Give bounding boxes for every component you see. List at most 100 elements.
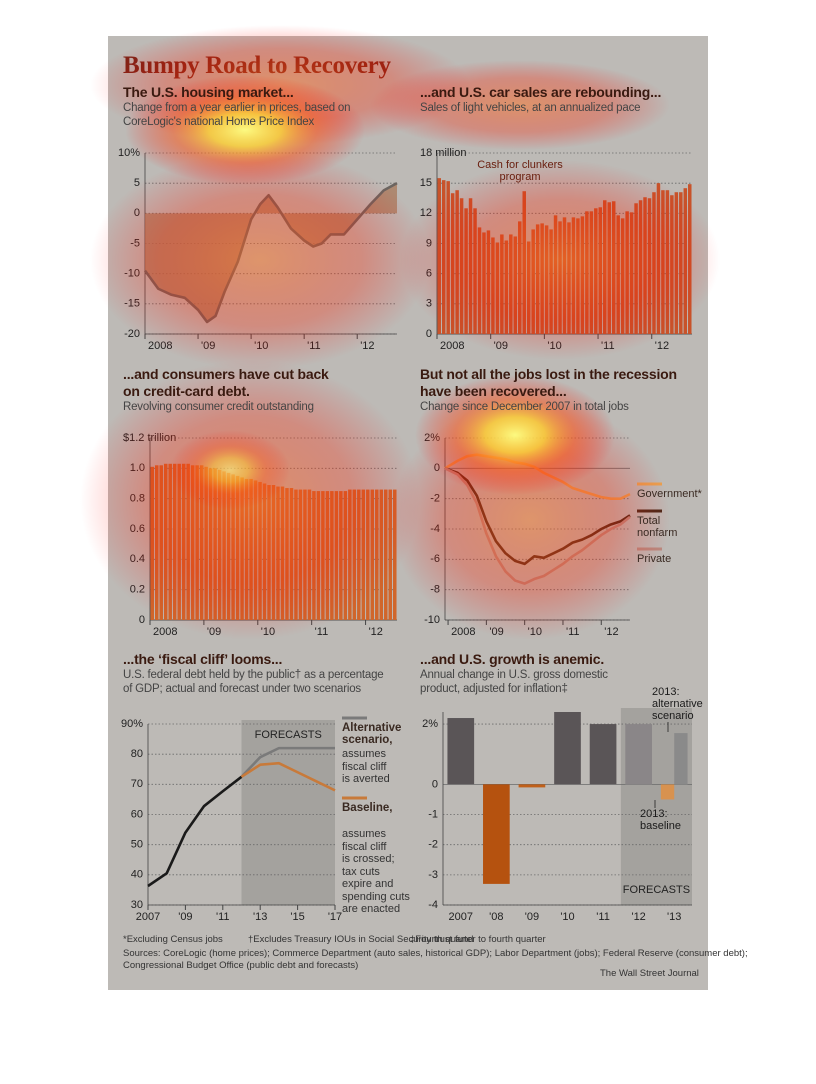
y-tick-label: -5 [130,237,140,249]
footnote: †Excludes Treasury IOUs in Social Securi… [248,934,474,945]
x-tick-label: '10 [254,340,268,352]
bar [629,212,634,334]
bar [625,724,652,785]
chart-subtitle: U.S. federal debt held by the public† as… [123,669,384,681]
chart-title: The U.S. housing market... [123,84,294,100]
bar [522,191,526,334]
bar [154,465,159,620]
y-tick-label: 30 [131,899,143,911]
footnote: *Excluding Census jobs [123,934,223,945]
bar [580,216,585,334]
bar [190,465,195,620]
x-tick-label: '17 [328,911,342,923]
chart-title: ...the ‘fiscal cliff’ looms... [123,651,283,667]
bar [464,208,468,334]
line [147,775,243,888]
bar [177,463,181,620]
bar [226,472,231,620]
legend-label: Total nonfarm [637,515,678,539]
chart-title: ...and U.S. car sales are rebounding... [420,84,662,100]
bar [660,784,675,800]
y-tick-label: 50 [131,839,143,851]
bar [384,489,388,620]
bar [325,491,330,620]
x-tick-label: '12 [655,340,669,352]
bar [334,491,339,620]
y-tick-label: -8 [430,584,440,596]
chart-subtitle: Annual change in U.S. gross domestic [420,669,608,681]
y-tick-label: 9 [426,237,432,249]
bar [285,488,289,620]
bar [661,190,665,334]
bar [235,475,240,620]
x-tick-label: '08 [489,911,503,923]
bar [298,489,303,620]
bar [607,202,611,334]
x-tick-label: '12 [360,340,374,352]
y-tick-label: -4 [428,899,438,911]
x-tick-label: 2007 [136,911,160,923]
bar [616,215,620,334]
bar [370,489,375,620]
y-tick-label: -15 [124,298,140,310]
bar [486,230,491,334]
legend-description: tax cuts [342,865,380,878]
bar [262,483,267,620]
chart-subtitle: product, adjusted for inflation‡ [420,683,568,695]
bar [231,474,235,620]
x-tick-label: '10 [547,340,561,352]
area [145,183,397,322]
x-tick-label: 2007 [449,911,473,923]
chart-subtitle: CoreLogic's national Home Price Index [123,116,315,128]
chart-title: ...and consumers have cut back [123,366,329,382]
bar [509,234,513,334]
line [444,467,631,585]
chart-subtitle: Sales of light vehicles, at an annualize… [420,102,641,114]
chart-subtitle: Change from a year earlier in prices, ba… [123,102,351,114]
chart-heading: ...the ‘fiscal cliff’ looms... U.S. feder… [123,651,384,696]
bar [468,198,473,334]
bar [159,465,163,620]
bar [585,211,589,334]
bar [271,485,276,620]
y-tick-label: 2% [424,432,440,444]
bar [208,468,213,620]
x-tick-label: '09 [201,340,215,352]
y-tick-label: 40 [131,869,143,881]
chart-subtitle: of GDP; actual and forecast under two sc… [123,683,361,695]
legend-label: Alternative scenario, [342,722,402,746]
x-tick-label: '15 [290,911,304,923]
bar [348,489,352,620]
y-tick-label: 0.2 [130,584,145,596]
bar [303,489,307,620]
forecast-shade [241,720,335,905]
bar [500,234,504,334]
bar [625,211,629,334]
bar [483,784,510,884]
legend-description: fiscal cliff [342,760,387,773]
y-tick-label: 0 [434,462,440,474]
chart-heading: ...and U.S. growth is anemic. Annual chan… [420,651,608,696]
legend-description: spending cuts [342,890,410,903]
bar [656,183,661,334]
y-tick-label: 18 million [420,147,466,159]
x-tick-label: '11 [307,340,321,352]
bar [379,489,384,620]
bar [647,198,652,334]
y-tick-label: 70 [131,778,143,790]
bar [674,733,688,785]
y-tick-label: 3 [426,298,432,310]
y-tick-label: -20 [124,328,140,340]
x-tick-label: 2008 [153,626,177,638]
bar [670,195,674,334]
legend-label: Baseline, [342,802,393,814]
bar [446,181,450,334]
bar [531,229,535,334]
bar [195,465,199,620]
bar [674,192,679,334]
bar [611,201,616,334]
x-tick-label: '12 [369,626,383,638]
bar [321,491,325,620]
